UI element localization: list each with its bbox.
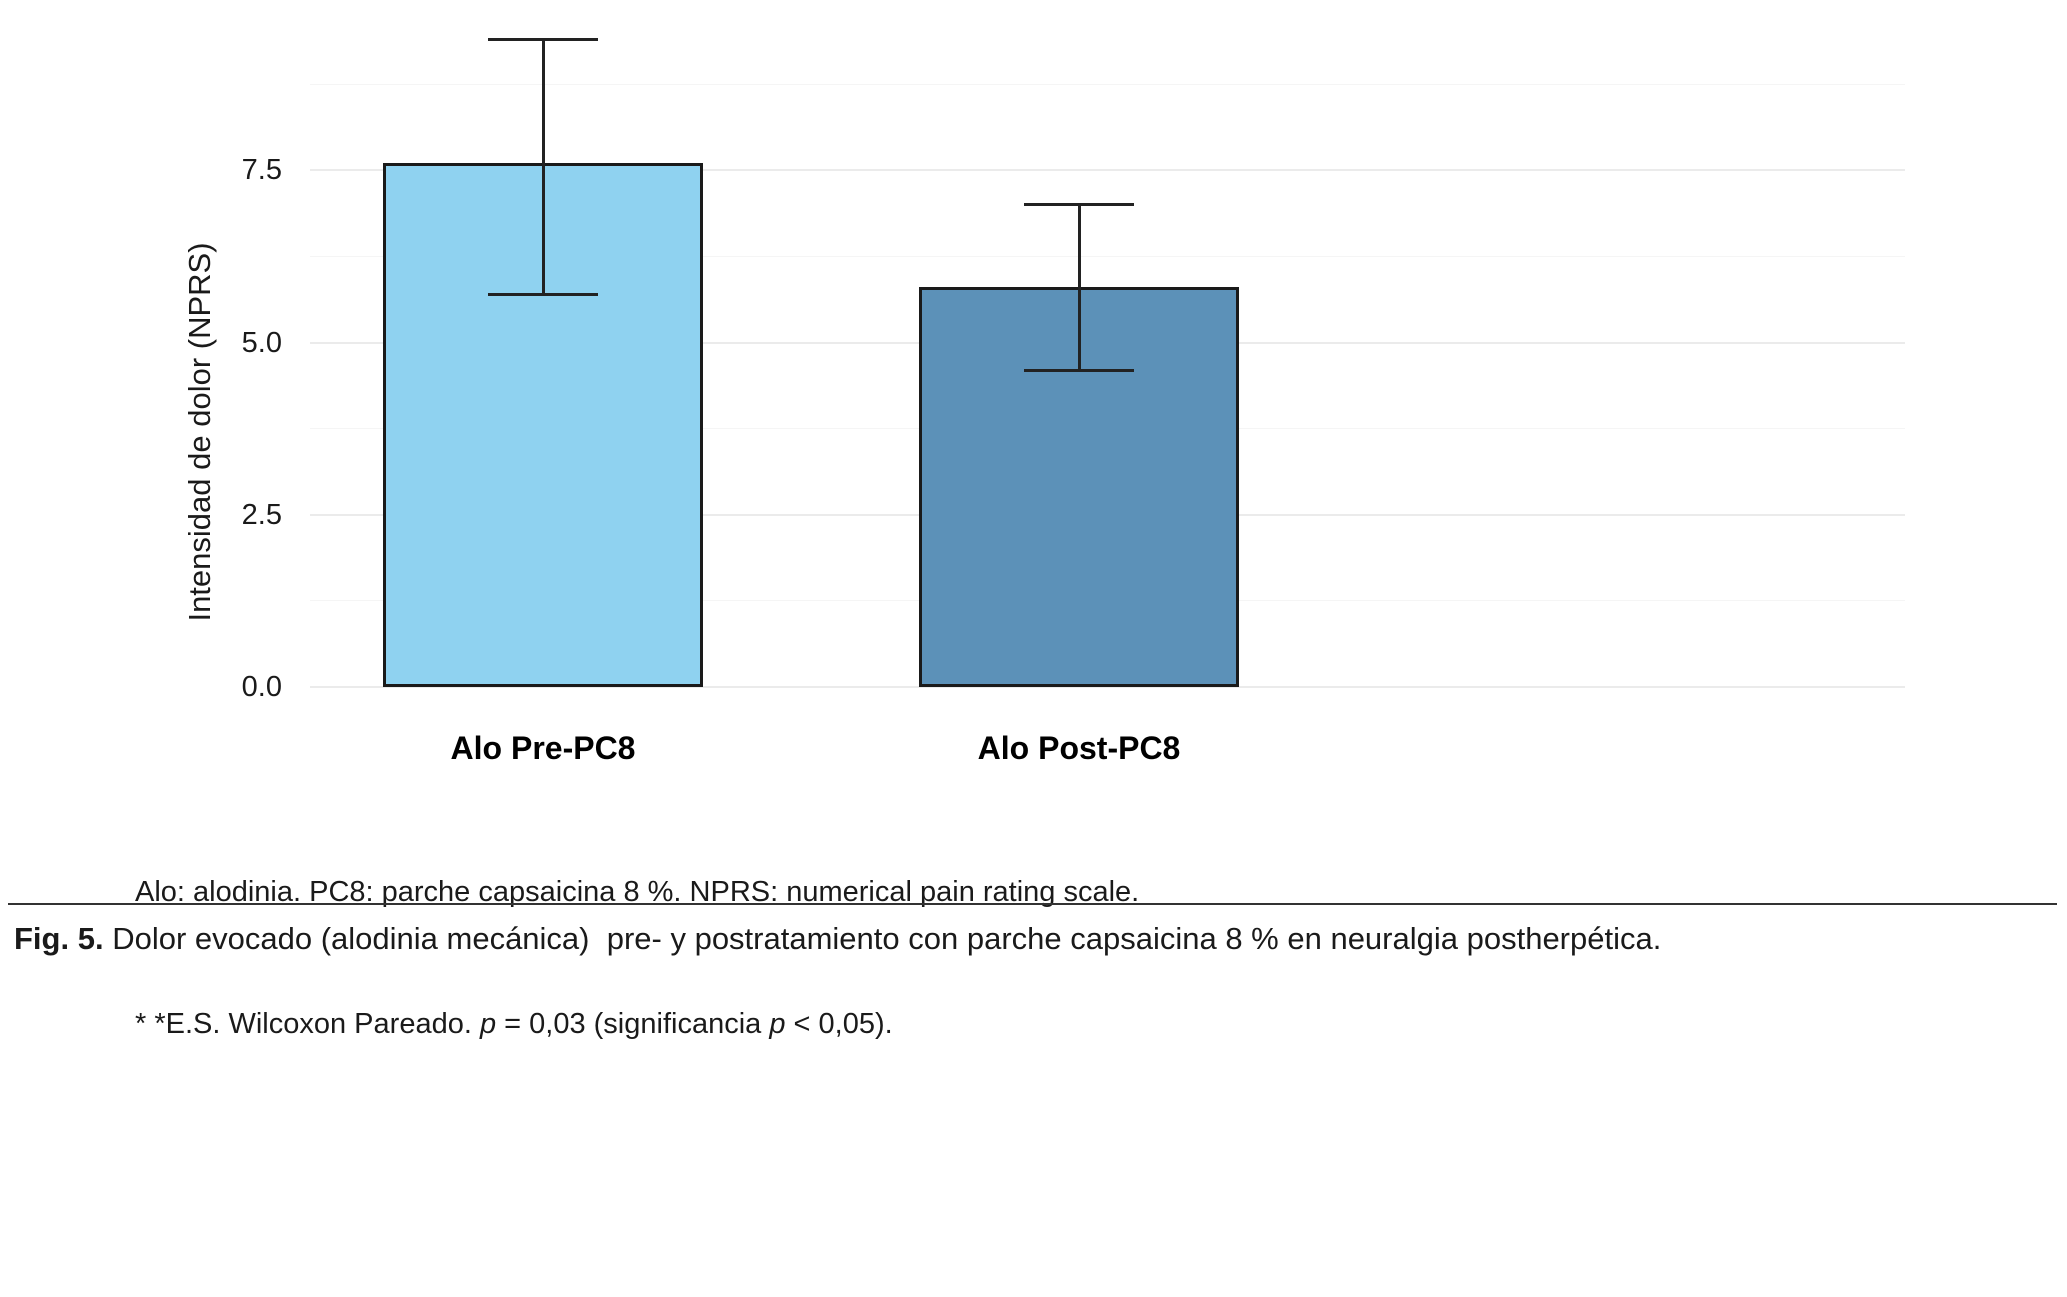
footnote-line2-p1: p — [479, 1008, 497, 1040]
footnote-line2-p2: p — [769, 1008, 786, 1040]
x-category-label: Alo Post-PC8 — [977, 730, 1181, 766]
y-axis-title: Intensidad de dolor (NPRS) — [182, 242, 217, 622]
gridline-major — [310, 686, 1905, 688]
y-tick-label: 2.5 — [241, 498, 282, 531]
error-bar-cap — [488, 37, 598, 41]
figure-caption: Fig. 5. Dolor evocado (alodinia mecánica… — [14, 918, 2004, 960]
caption-separator-line — [8, 903, 2057, 905]
footnote-line2: * *E.S. Wilcoxon Pareado. p = 0,03 (sign… — [135, 1002, 1139, 1046]
footnote-line1: Alo: alodinia. PC8: parche capsaicina 8 … — [135, 876, 1140, 908]
y-tick-label: 7.5 — [241, 154, 282, 187]
figure-caption-text: Dolor evocado (alodinia mecánica) pre- y… — [103, 921, 1662, 956]
error-bar-cap — [1024, 203, 1134, 207]
gridline-minor — [310, 255, 1905, 257]
footnote: Alo: alodinia. PC8: parche capsaicina 8 … — [135, 782, 1139, 1134]
y-tick-label: 5.0 — [241, 326, 282, 359]
x-category-label: Alo Pre-PC8 — [450, 730, 636, 766]
error-bar-cap — [1024, 368, 1134, 372]
footnote-line2-seg1: * *E.S. Wilcoxon Pareado. — [135, 1008, 480, 1040]
footnote-line2-seg3: < 0,05). — [785, 1008, 893, 1040]
footnote-line2-seg2: = 0,03 (significancia — [496, 1008, 770, 1040]
error-bar-line — [541, 39, 545, 295]
gridline-minor — [310, 83, 1905, 85]
y-tick-label: 0.0 — [241, 671, 282, 703]
bar-alo-post-pc8 — [919, 287, 1239, 687]
error-bar-cap — [488, 292, 598, 296]
error-bar-line — [1077, 204, 1081, 371]
gridline-major — [310, 169, 1905, 172]
figure-caption-label: Fig. 5. — [14, 921, 104, 956]
